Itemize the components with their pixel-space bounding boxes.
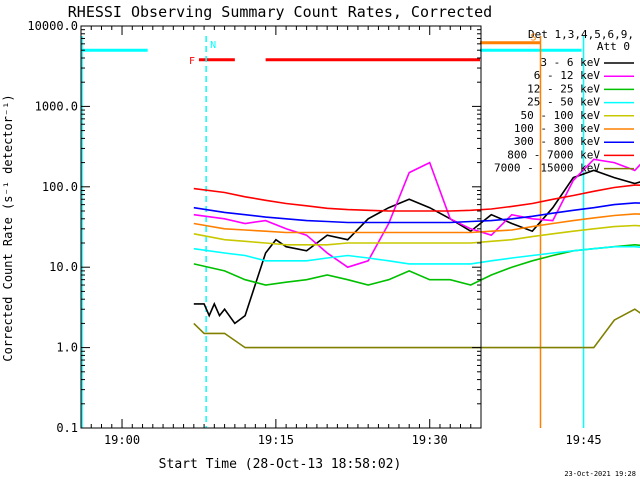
series-line-8 <box>193 308 640 349</box>
legend-label-5: 100 - 300 keV <box>514 122 600 135</box>
series-line-5 <box>193 213 640 234</box>
axes-frame <box>80 25 482 429</box>
y-tick-label: 10.0 <box>49 260 78 274</box>
legend-header-line-1: Det 1,3,4,5,6,9, <box>528 28 634 41</box>
y-tick-label: 10000.0 <box>27 19 78 33</box>
x-tick-label: 19:30 <box>412 433 448 447</box>
legend-label-6: 300 - 800 keV <box>514 135 600 148</box>
series-line-4 <box>193 224 640 246</box>
x-axis-label: Start Time (28-Oct-13 18:58:02) <box>159 457 402 472</box>
annotation-f: F <box>189 56 195 67</box>
y-axis-label: Corrected Count Rate (s⁻¹ detector⁻¹) <box>1 94 15 361</box>
annotation-s: S <box>530 33 536 44</box>
y-tick-label: 100.0 <box>42 180 78 194</box>
x-tick-label: 19:00 <box>104 433 140 447</box>
legend-label-2: 12 - 25 keV <box>527 82 600 95</box>
y-tick-label: 1.0 <box>56 341 78 355</box>
series-line-7 <box>193 184 640 212</box>
y-tick-label: 0.1 <box>56 421 78 435</box>
plot-area: N S F <box>81 33 640 428</box>
legend-header-line-2: Att 0 <box>597 40 630 53</box>
series-line-0 <box>193 169 640 325</box>
legend-label-8: 7000 - 15000 keV <box>494 162 600 175</box>
legend-label-7: 800 - 7000 keV <box>507 148 600 161</box>
chart-title: RHESSI Observing Summary Count Rates, Co… <box>68 3 492 21</box>
axes: 0.1 1.0 10.0 100.0 1000.0 10000.0 19:00 19:15 19… <box>27 19 602 447</box>
x-tick-label: 19:45 <box>566 433 602 447</box>
legend-label-3: 25 - 50 keV <box>527 96 600 109</box>
legend-label-1: 6 - 12 keV <box>534 69 601 82</box>
x-tick-label: 19:15 <box>258 433 294 447</box>
annotation-n: N <box>210 40 216 51</box>
series-line-2 <box>193 243 640 286</box>
series-line-6 <box>193 202 640 224</box>
legend-label-4: 50 - 100 keV <box>521 109 601 122</box>
footer-date: 23-Oct-2021 19:28 <box>564 470 636 478</box>
y-tick-label: 1000.0 <box>35 99 78 113</box>
series-line-3 <box>193 245 640 265</box>
legend-label-0: 3 - 6 keV <box>540 56 600 69</box>
